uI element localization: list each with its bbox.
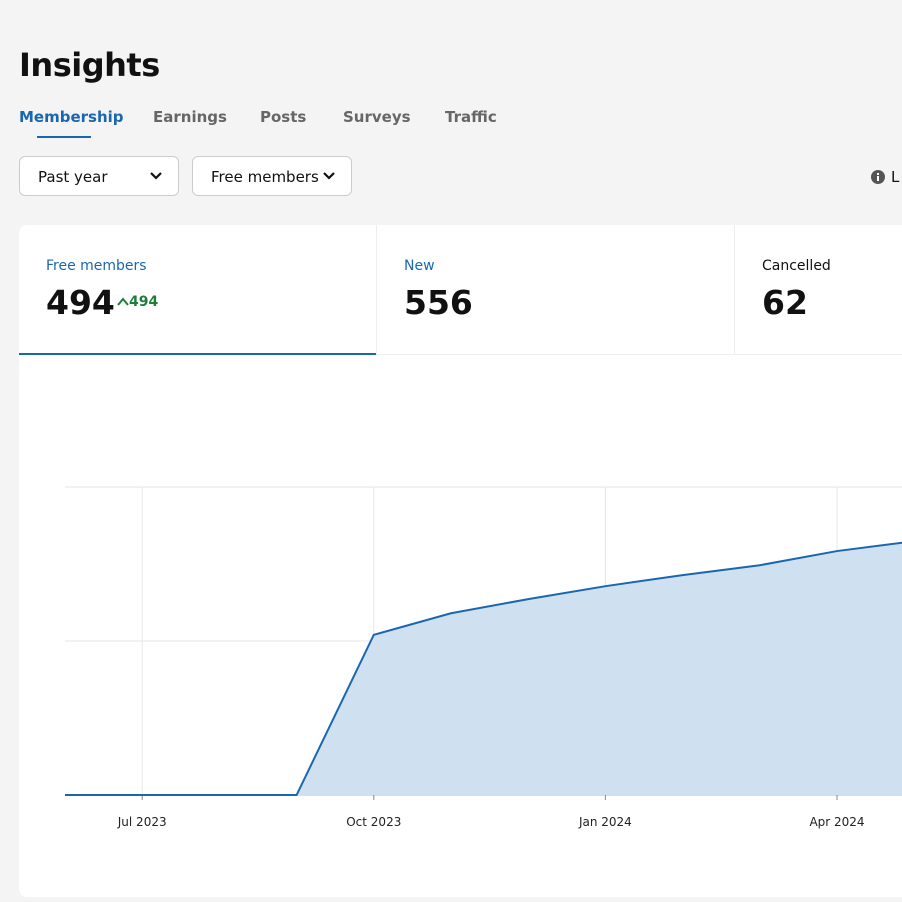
page-title: Insights — [19, 46, 160, 84]
stat-label: Cancelled — [762, 258, 831, 274]
stat[interactable]: Free members 494 494 — [19, 225, 377, 355]
tab[interactable]: Membership — [19, 108, 124, 126]
dropdown-label: Free members — [211, 168, 319, 186]
tab[interactable]: Earnings — [153, 108, 227, 126]
stat-active-underline — [19, 353, 376, 355]
chevron — [323, 172, 335, 180]
x-tick-label: Apr 2024 — [809, 815, 864, 829]
info-text: L — [891, 168, 900, 186]
stat-change: 494 — [117, 294, 158, 310]
area — [65, 542, 902, 795]
x-tick-label: Oct 2023 — [346, 815, 401, 829]
arrow-up — [117, 297, 129, 306]
stat[interactable]: Cancelled 62 — [735, 225, 902, 355]
tab[interactable]: Posts — [260, 108, 307, 126]
tab-underline — [37, 136, 91, 138]
dropdown[interactable]: Past year — [19, 156, 179, 196]
card: Free members 494 494 New 556 Cancelled 6… — [19, 225, 902, 897]
stat-value: 556 — [404, 283, 473, 322]
dropdown[interactable]: Free members — [192, 156, 352, 196]
stat[interactable]: New 556 — [377, 225, 735, 355]
stat-label: Free members — [46, 258, 147, 274]
stat-value: 62 — [762, 283, 808, 322]
divider — [376, 354, 902, 355]
chevron — [150, 172, 162, 180]
chart: Jul 2023 Oct 2023 Jan 2024 Apr 2024 — [65, 486, 902, 829]
line — [65, 541, 902, 796]
tab[interactable]: Traffic — [445, 108, 497, 126]
stat-value: 494 — [46, 283, 115, 322]
x-tick-label: Jul 2023 — [117, 815, 167, 829]
dropdown-label: Past year — [38, 168, 108, 186]
info-icon — [871, 170, 885, 184]
stat-change-value: 494 — [129, 294, 159, 310]
tab[interactable]: Surveys — [343, 108, 411, 126]
x-tick-label: Jan 2024 — [578, 815, 632, 829]
stat-label: New — [404, 258, 435, 274]
